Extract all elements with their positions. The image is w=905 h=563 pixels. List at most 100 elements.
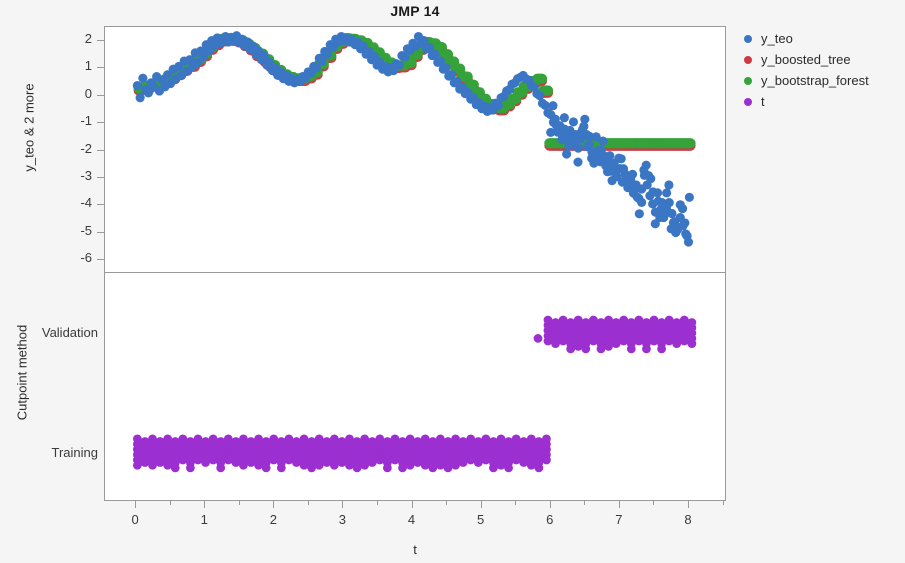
data-point-cutpoint-training [391,456,400,465]
data-point-cutpoint-training [406,461,415,470]
data-point-cutpoint-training [277,464,286,473]
data-point-cutpoint-training [421,461,430,470]
category-tick-label: Validation [0,325,98,340]
data-point-cutpoint-training [201,458,210,467]
data-point-cutpoint-training [224,435,233,444]
data-point-cutpoint-validation [604,316,613,325]
data-point-cutpoint-validation [581,318,590,327]
data-point-y-teo [664,180,673,189]
x-tick-mark [412,501,413,508]
scatter-panel-top[interactable] [104,26,726,273]
data-point-y-teo [642,161,651,170]
y-tick-label: -1 [0,113,92,128]
data-point-cutpoint-validation [680,316,689,325]
data-point-cutpoint-training [421,435,430,444]
data-point-cutpoint-training [436,435,445,444]
data-point-cutpoint-training [375,456,384,465]
x-tick-label: 2 [270,512,277,527]
legend-item-y-teo[interactable]: y_teo [744,28,869,49]
data-point-cutpoint-validation [672,318,681,327]
data-point-cutpoint-training [194,435,203,444]
data-point-cutpoint-validation [559,337,568,346]
y-tick-label: 0 [0,86,92,101]
data-point-cutpoint-validation [634,316,643,325]
data-point-cutpoint-validation [642,345,651,354]
data-point-cutpoint-training [239,461,248,470]
fit-point-bootstrap-forest [685,138,695,148]
data-point-cutpoint-training [368,437,377,446]
data-point-cutpoint-training [428,437,437,446]
data-point-cutpoint-training [459,458,468,467]
legend-item-t[interactable]: t [744,91,869,112]
data-point-cutpoint-training [534,464,543,473]
data-point-y-teo [637,198,646,207]
x-tick-label: 5 [477,512,484,527]
y-tick-label: -5 [0,223,92,238]
data-point-cutpoint-validation [566,345,575,354]
data-point-y-teo [685,193,694,202]
data-point-cutpoint-validation [597,318,606,327]
x-tick-mark [688,501,689,508]
data-point-cutpoint-training [527,461,536,470]
data-point-cutpoint-training [481,435,490,444]
data-point-y-teo [683,231,692,240]
data-point-y-teo [658,198,667,207]
data-point-cutpoint-training [285,435,294,444]
data-point-y-teo [678,204,687,213]
x-tick-label: 8 [684,512,691,527]
y-tick-mark [97,259,104,260]
data-point-cutpoint-training [451,435,460,444]
data-point-cutpoint-training [247,458,256,467]
x-tick-mark [135,501,136,508]
data-point-cutpoint-training [300,435,309,444]
data-point-cutpoint-training [353,464,362,473]
data-point-cutpoint-training [542,456,551,465]
data-point-cutpoint-validation [619,337,628,346]
data-point-cutpoint-training [497,435,506,444]
y-tick-mark [97,67,104,68]
x-tick-mark [550,501,551,508]
data-point-cutpoint-validation [566,318,575,327]
data-point-cutpoint-validation [627,318,636,327]
data-point-cutpoint-training [216,437,225,446]
legend-swatch-icon [744,35,752,43]
data-point-y-teo [680,218,689,227]
data-point-cutpoint-validation [619,316,628,325]
data-point-cutpoint-training [239,435,248,444]
data-point-cutpoint-training [474,437,483,446]
data-point-cutpoint-training [466,435,475,444]
data-point-cutpoint-training [163,461,172,470]
data-point-cutpoint-training [360,461,369,470]
x-tick-label: 7 [615,512,622,527]
legend-label: t [761,94,765,109]
data-point-cutpoint-training [527,435,536,444]
data-point-cutpoint-training [171,464,180,473]
data-point-cutpoint-training [489,464,498,473]
data-point-y-teo [617,154,626,163]
data-point-cutpoint-validation [672,339,681,348]
y-tick-label: -2 [0,141,92,156]
data-point-cutpoint-training [428,464,437,473]
x-tick-mark [619,501,620,508]
data-point-cutpoint-training [542,435,551,444]
data-point-cutpoint-validation [657,345,666,354]
data-point-cutpoint-training [224,456,233,465]
data-point-cutpoint-training [466,456,475,465]
data-point-cutpoint-training [194,456,203,465]
data-point-cutpoint-training [330,461,339,470]
data-point-y-teo [555,121,564,130]
data-point-cutpoint-training [504,437,513,446]
legend-label: y_teo [761,31,793,46]
scatter-panel-bottom[interactable] [104,272,726,501]
data-point-y-teo [560,113,569,122]
legend-item-y-boosted-tree[interactable]: y_boosted_tree [744,49,869,70]
data-point-cutpoint-training [178,456,187,465]
x-minor-tick-mark [308,501,309,505]
legend-item-y-bootstrap-forest[interactable]: y_bootstrap_forest [744,70,869,91]
data-point-cutpoint-validation [574,316,583,325]
data-point-cutpoint-training [292,458,301,467]
data-point-cutpoint-validation [604,342,613,351]
data-point-y-teo [598,137,607,146]
x-minor-tick-mark [515,501,516,505]
y-tick-mark [97,150,104,151]
